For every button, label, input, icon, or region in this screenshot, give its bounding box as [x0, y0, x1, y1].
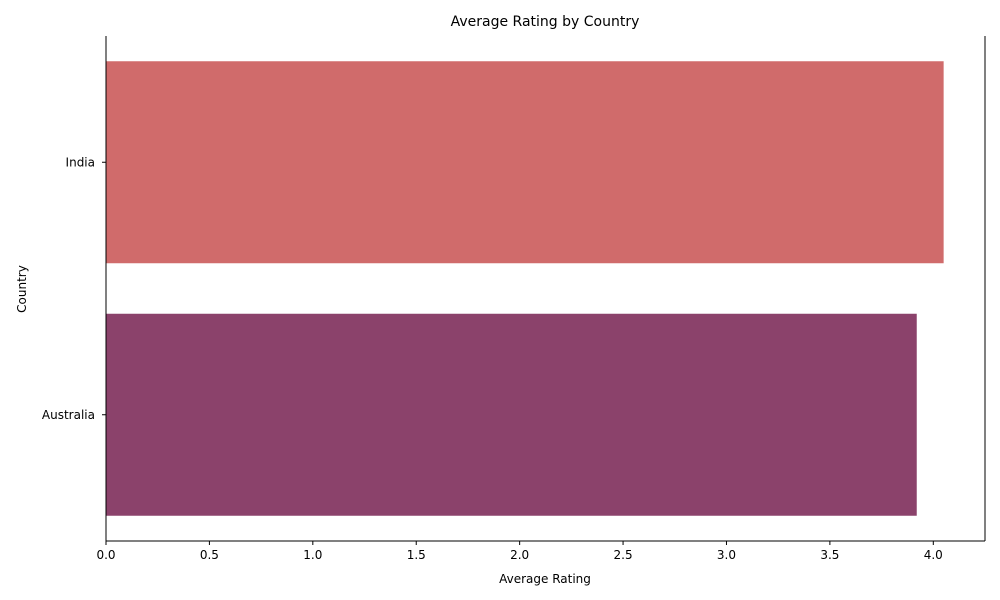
chart-title: Average Rating by Country: [451, 14, 640, 30]
axis-spines: [105, 36, 986, 542]
y-axis-title: Country: [15, 265, 29, 313]
x-tick-label: 1.5: [407, 548, 426, 562]
x-tick-label: 4.0: [924, 548, 943, 562]
x-tick-label: 3.0: [717, 548, 736, 562]
x-tick-label: 0.0: [96, 548, 115, 562]
x-axis-title: Average Rating: [499, 572, 591, 586]
x-axis-ticks: 0.0 0.5 1.0 1.5 2.0 2.5 3.0 3.5 4.0: [96, 541, 943, 562]
bars-group: [106, 61, 944, 516]
x-tick-label: 2.5: [614, 548, 633, 562]
y-axis-ticks: India Australia: [42, 155, 106, 422]
y-tick-label: India: [66, 155, 95, 169]
x-tick-label: 3.5: [820, 548, 839, 562]
bar-india: [106, 61, 944, 264]
x-tick-label: 2.0: [510, 548, 529, 562]
bar-australia: [106, 313, 917, 516]
x-tick-label: 0.5: [200, 548, 219, 562]
x-tick-label: 1.0: [303, 548, 322, 562]
y-tick-label: Australia: [42, 408, 95, 422]
